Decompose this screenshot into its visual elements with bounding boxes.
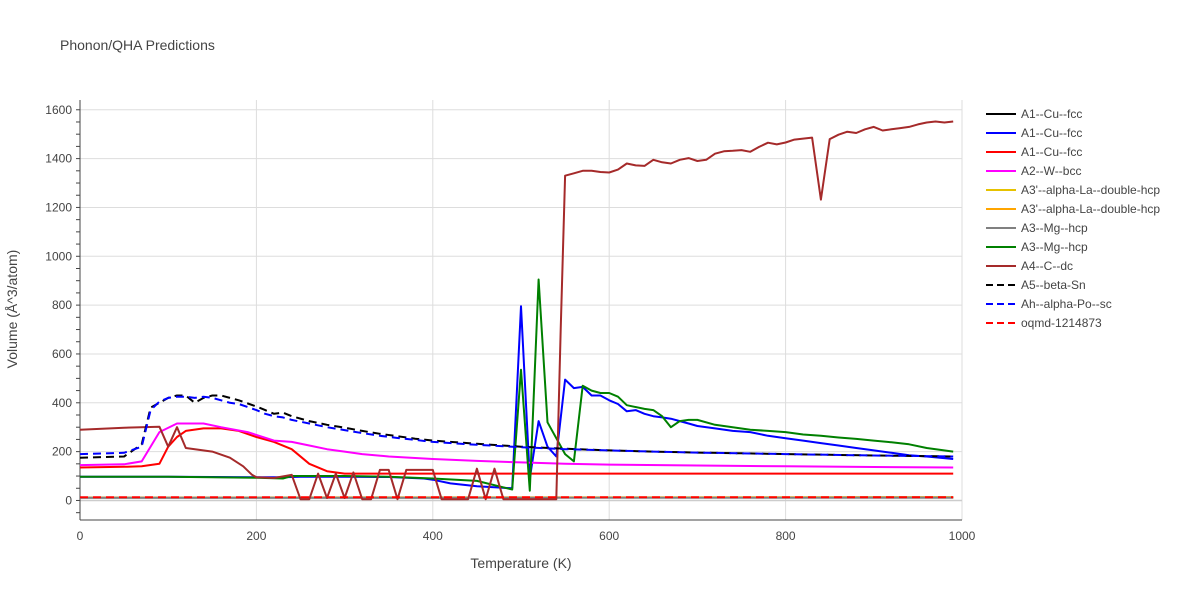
- x-tick-label: 800: [776, 529, 796, 543]
- legend-label: A3--Mg--hcp: [1021, 221, 1088, 235]
- series-line-10: [79, 395, 954, 458]
- legend-label: oqmd-1214873: [1021, 316, 1102, 330]
- y-tick-label: 1400: [45, 152, 72, 166]
- y-tick-label: 1200: [45, 200, 72, 214]
- x-tick-label: 0: [77, 529, 84, 543]
- y-tick-label: 1000: [45, 249, 72, 263]
- legend-label: A3'--alpha-La--double-hcp: [1021, 183, 1160, 197]
- x-tick-label: 1000: [949, 529, 976, 543]
- y-tick-label: 800: [52, 298, 72, 312]
- legend-label: A1--Cu--fcc: [1021, 107, 1082, 121]
- legend-label: Ah--alpha-Po--sc: [1021, 297, 1112, 311]
- x-axis-title: Temperature (K): [470, 555, 571, 571]
- legend-label: A3'--alpha-La--double-hcp: [1021, 202, 1160, 216]
- legend-label: A3--Mg--hcp: [1021, 240, 1088, 254]
- y-tick-label: 600: [52, 347, 72, 361]
- series-line-3: [79, 422, 954, 469]
- series-line-7: [80, 278, 954, 492]
- y-axis-title: Volume (Å^3/atom): [4, 250, 20, 369]
- legend-label: A2--W--bcc: [1021, 164, 1081, 178]
- series-line-8: [79, 120, 954, 501]
- plot-area: 0 200 400 600 800 1000 0 200 400 600 800 1000 1200 14…: [45, 100, 976, 543]
- x-tick-label: 200: [246, 529, 266, 543]
- series-line-9: [79, 394, 954, 459]
- legend-label: A1--Cu--fcc: [1021, 145, 1082, 159]
- y-tick-label: 400: [52, 396, 72, 410]
- axis-layer: 0 200 400 600 800 1000 0 200 400 600 800 1000 1200 14…: [45, 100, 976, 543]
- legend: A1--Cu--fcc A1--Cu--fcc A1--Cu--fcc A2--W--…: [986, 107, 1160, 330]
- y-tick-label: 1600: [45, 103, 72, 117]
- legend-label: A1--Cu--fcc: [1021, 126, 1082, 140]
- chart-title: Phonon/QHA Predictions: [60, 37, 215, 53]
- y-tick-label: 200: [52, 445, 72, 459]
- x-tick-label: 400: [423, 529, 443, 543]
- legend-label: A5--beta-Sn: [1021, 278, 1086, 292]
- x-tick-label: 600: [599, 529, 619, 543]
- legend-label: A4--C--dc: [1021, 259, 1073, 273]
- y-tick-label: 0: [65, 493, 72, 507]
- series-line-2: [79, 427, 954, 475]
- series-layer: [79, 120, 954, 501]
